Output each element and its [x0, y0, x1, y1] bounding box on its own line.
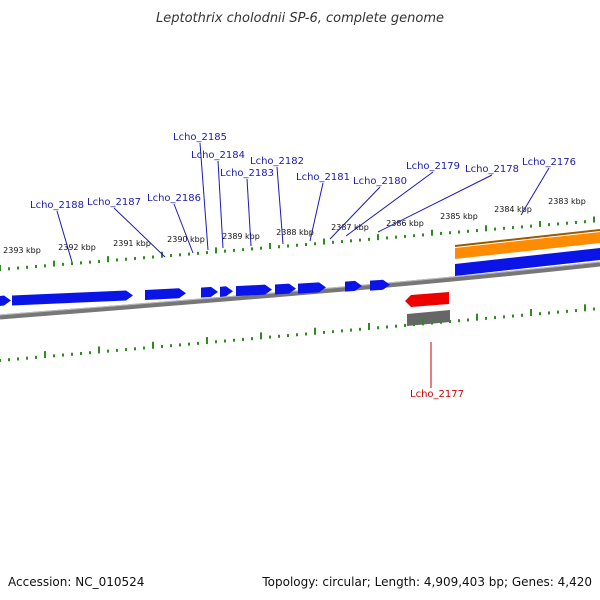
gene-label-lcho-2182[interactable]: Lcho_2182 [250, 156, 304, 167]
gene-label-lcho-2180[interactable]: Lcho_2180 [353, 176, 407, 187]
tick-label: 2392 kbp [58, 243, 96, 252]
feature-bands [454, 229, 600, 276]
tick-label: 2384 kbp [494, 205, 532, 214]
tick-labels: 2393 kbp 2392 kbp 2391 kbp 2390 kbp 2389 kbp… [3, 197, 586, 255]
label-leader-line [173, 203, 194, 254]
cds-band-edge [454, 229, 600, 247]
genome-backbone-highlight [0, 261, 600, 316]
label-leader-line [56, 210, 73, 263]
accession-text: Accession: NC_010524 [8, 575, 144, 589]
label-leader-line [246, 178, 252, 247]
tick-label: 2386 kbp [386, 219, 424, 228]
gene-band-lcho-2177 [407, 310, 450, 326]
gene-label-lcho-2188[interactable]: Lcho_2188 [30, 200, 84, 211]
label-leader-line [309, 182, 324, 242]
gene-arrow-lcho-2177[interactable] [405, 292, 449, 307]
gene-label-lcho-2185[interactable]: Lcho_2185 [173, 132, 227, 143]
gene-label-lcho-2183[interactable]: Lcho_2183 [220, 168, 274, 179]
label-leader-line [329, 186, 381, 240]
forward-gene-arrows [0, 279, 390, 306]
gene-label-lcho-2186[interactable]: Lcho_2186 [147, 193, 201, 204]
gene-arrow[interactable] [145, 288, 186, 300]
gene-label-lcho-2179[interactable]: Lcho_2179 [406, 161, 460, 172]
gene-arrow[interactable] [201, 286, 218, 298]
gene-arrow[interactable] [12, 290, 133, 306]
gene-label-lcho-2177[interactable]: Lcho_2177 [410, 389, 464, 400]
label-leader-line [276, 166, 284, 245]
label-leader-line [199, 142, 209, 251]
tick-label: 2390 kbp [167, 235, 205, 244]
label-leader-line [113, 207, 166, 258]
inner-tick-ruler [0, 304, 595, 362]
genome-summary-text: Topology: circular; Length: 4,909,403 bp… [261, 575, 592, 589]
label-leader-line [217, 160, 224, 249]
gene-label-lcho-2176[interactable]: Lcho_2176 [522, 157, 576, 168]
gene-arrow[interactable] [220, 286, 233, 297]
gene-arrow[interactable] [275, 283, 296, 295]
tick-label: 2393 kbp [3, 246, 41, 255]
gene-arrow[interactable] [298, 282, 326, 294]
tick-label: 2389 kbp [222, 232, 260, 241]
map-title: Leptothrix cholodnii SP-6, complete geno… [156, 11, 444, 26]
gene-label-lcho-2181[interactable]: Lcho_2181 [296, 172, 350, 183]
gene-arrow[interactable] [236, 284, 272, 297]
gene-band [455, 248, 600, 276]
gene-label-lcho-2178[interactable]: Lcho_2178 [465, 164, 519, 175]
gene-arrow[interactable] [0, 295, 11, 306]
gene-label-lcho-2184[interactable]: Lcho_2184 [191, 150, 245, 161]
genome-backbone [0, 261, 600, 320]
reverse-gene-arrows [405, 292, 450, 326]
tick-label: 2391 kbp [113, 239, 151, 248]
gene-label-lcho-2187[interactable]: Lcho_2187 [87, 197, 141, 208]
tick-label: 2383 kbp [548, 197, 586, 206]
label-leader-line [520, 167, 550, 216]
cds-band [455, 232, 600, 259]
tick-label: 2388 kbp [276, 228, 314, 237]
tick-label: 2387 kbp [331, 223, 369, 232]
label-leader-line [345, 171, 434, 237]
gene-arrow[interactable] [345, 280, 362, 292]
tick-label: 2385 kbp [440, 212, 478, 221]
gene-arrow[interactable] [370, 279, 390, 291]
label-leader-line [377, 174, 493, 233]
gene-labels: Lcho_2188 Lcho_2187 Lcho_2186 Lcho_2185 Lcho… [30, 132, 576, 400]
